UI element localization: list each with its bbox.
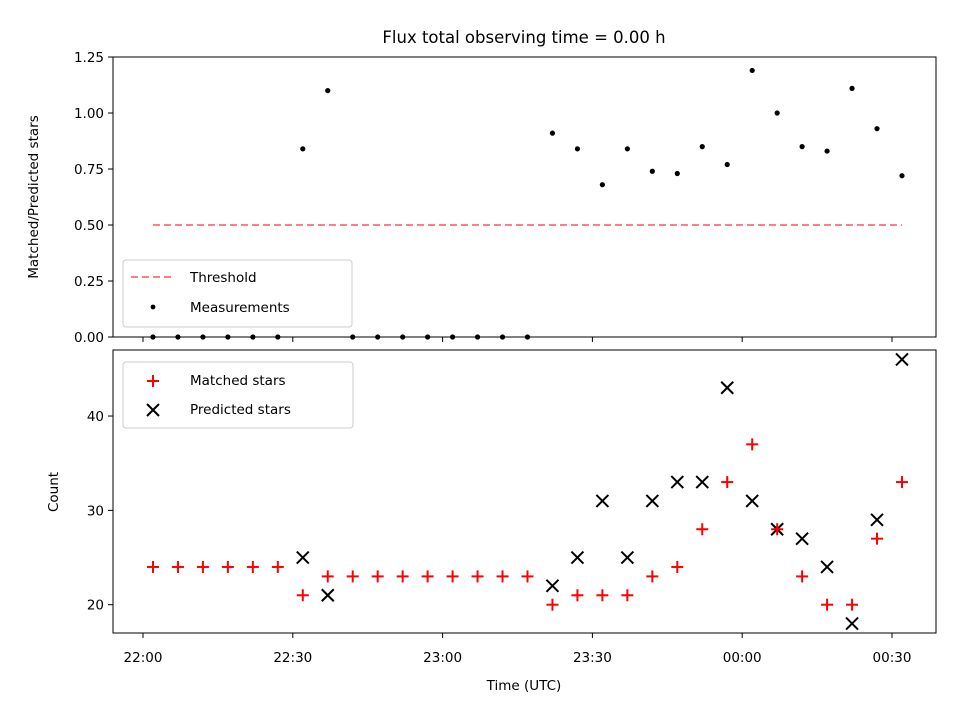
bottom-legend-box xyxy=(122,361,354,429)
predicted-legend-swatch xyxy=(146,403,160,417)
matched-star-marker xyxy=(396,570,409,583)
matched-star-marker xyxy=(596,589,609,602)
matched-star-marker xyxy=(521,570,534,583)
matched-star-marker xyxy=(446,570,459,583)
matched-star-marker xyxy=(271,560,284,573)
bottom-legend: Matched stars Predicted stars xyxy=(122,361,354,429)
measurement-point xyxy=(899,173,905,179)
matched-star-marker xyxy=(146,560,159,573)
measurement-point xyxy=(724,161,730,168)
matched-star-marker xyxy=(821,598,834,611)
matched-star-marker xyxy=(621,589,634,602)
matched-star-marker xyxy=(346,570,359,583)
matched-star-marker xyxy=(846,598,859,611)
threshold-legend-label: Threshold xyxy=(189,270,257,286)
matched-star-marker xyxy=(171,560,184,573)
matched-legend-swatch xyxy=(147,375,159,387)
matched-star-marker xyxy=(721,476,734,489)
measurement-point xyxy=(649,168,655,174)
measurement-point xyxy=(874,126,880,132)
matched-star-marker xyxy=(496,570,509,583)
top-ytick-label: 1.25 xyxy=(74,50,104,66)
matched-legend-label: Matched stars xyxy=(190,373,286,389)
top-axes-frame xyxy=(112,56,937,338)
bottom-xtick-label: 22:00 xyxy=(124,650,163,666)
bottom-xtick-label: 00:00 xyxy=(723,650,762,666)
measurement-point xyxy=(849,85,855,91)
matched-star-marker xyxy=(771,523,784,536)
predicted-star-marker xyxy=(645,494,660,508)
predicted-star-marker xyxy=(670,475,684,489)
predicted-star-marker xyxy=(870,513,884,527)
bottom-plot-area: 20 30 40 22:00 22:30 23:00 23:30 00:00 00:30 xyxy=(87,352,912,666)
measurement-point xyxy=(749,67,755,74)
bottom-ylabel: Count xyxy=(46,472,62,512)
measurement-point xyxy=(799,144,805,150)
top-ylabel: Matched/Predicted stars xyxy=(26,115,42,278)
matched-star-marker xyxy=(371,570,384,583)
matched-star-marker xyxy=(671,560,684,573)
predicted-legend-label: Predicted stars xyxy=(190,402,291,418)
bottom-xtick-label: 00:30 xyxy=(873,650,912,666)
matched-star-marker xyxy=(871,532,884,545)
measurement-point xyxy=(774,110,780,116)
matched-star-marker xyxy=(321,570,334,583)
bottom-xtick-label: 23:00 xyxy=(423,650,462,666)
measurement-point xyxy=(549,130,556,136)
top-ytick-label: 0.25 xyxy=(74,274,104,290)
predicted-star-marker xyxy=(695,475,709,489)
predicted-star-marker xyxy=(745,494,759,508)
bottom-xtick-label: 23:30 xyxy=(573,650,612,666)
measurement-point xyxy=(599,182,605,188)
top-ytick-label: 0.75 xyxy=(74,162,104,178)
bottom-ytick-label: 30 xyxy=(87,503,104,519)
measurement-point xyxy=(824,148,830,154)
matched-star-marker xyxy=(895,476,908,489)
matched-star-marker xyxy=(546,598,559,611)
predicted-star-marker xyxy=(296,550,310,565)
matched-star-marker xyxy=(646,570,659,583)
measurement-point xyxy=(699,144,705,150)
predicted-star-marker xyxy=(795,531,809,546)
matched-star-marker xyxy=(196,560,209,573)
matched-star-marker xyxy=(246,560,259,573)
matched-star-marker xyxy=(296,589,309,602)
matched-star-marker xyxy=(421,570,434,583)
measurements-legend-label: Measurements xyxy=(190,300,290,316)
predicted-star-marker xyxy=(321,588,335,602)
bottom-axes-frame xyxy=(112,349,937,634)
matched-star-marker xyxy=(796,570,809,583)
predicted-star-marker xyxy=(720,381,734,395)
measurement-point xyxy=(325,88,331,94)
top-title: Flux total observing time = 0.00 h xyxy=(382,28,665,47)
matched-star-marker xyxy=(471,570,484,583)
measurements-legend-swatch xyxy=(150,304,156,310)
top-ytick-label: 0.50 xyxy=(74,218,104,234)
top-ytick-label: 1.00 xyxy=(74,106,104,122)
top-legend-box xyxy=(122,259,353,328)
predicted-star-marker xyxy=(620,550,635,565)
measurement-point xyxy=(574,146,581,152)
bottom-xlabel: Time (UTC) xyxy=(486,678,562,694)
matched-star-marker xyxy=(571,589,584,602)
predicted-star-marker xyxy=(595,494,610,508)
measurement-point xyxy=(300,146,306,152)
matched-star-marker xyxy=(696,523,709,536)
measurement-point xyxy=(674,170,680,177)
predicted-star-marker xyxy=(545,579,560,593)
bottom-xtick-label: 22:30 xyxy=(273,650,312,666)
predicted-star-marker xyxy=(895,352,909,367)
matched-star-marker xyxy=(746,438,759,451)
top-ytick-label: 0.00 xyxy=(74,330,104,346)
matched-star-marker xyxy=(221,560,234,573)
top-legend: Threshold Measurements xyxy=(122,259,353,328)
bottom-ytick-label: 20 xyxy=(87,598,104,614)
measurement-point xyxy=(624,146,630,152)
bottom-ytick-label: 40 xyxy=(87,409,104,425)
predicted-star-marker xyxy=(820,560,834,574)
predicted-star-marker xyxy=(570,550,585,565)
predicted-star-marker xyxy=(845,616,859,631)
